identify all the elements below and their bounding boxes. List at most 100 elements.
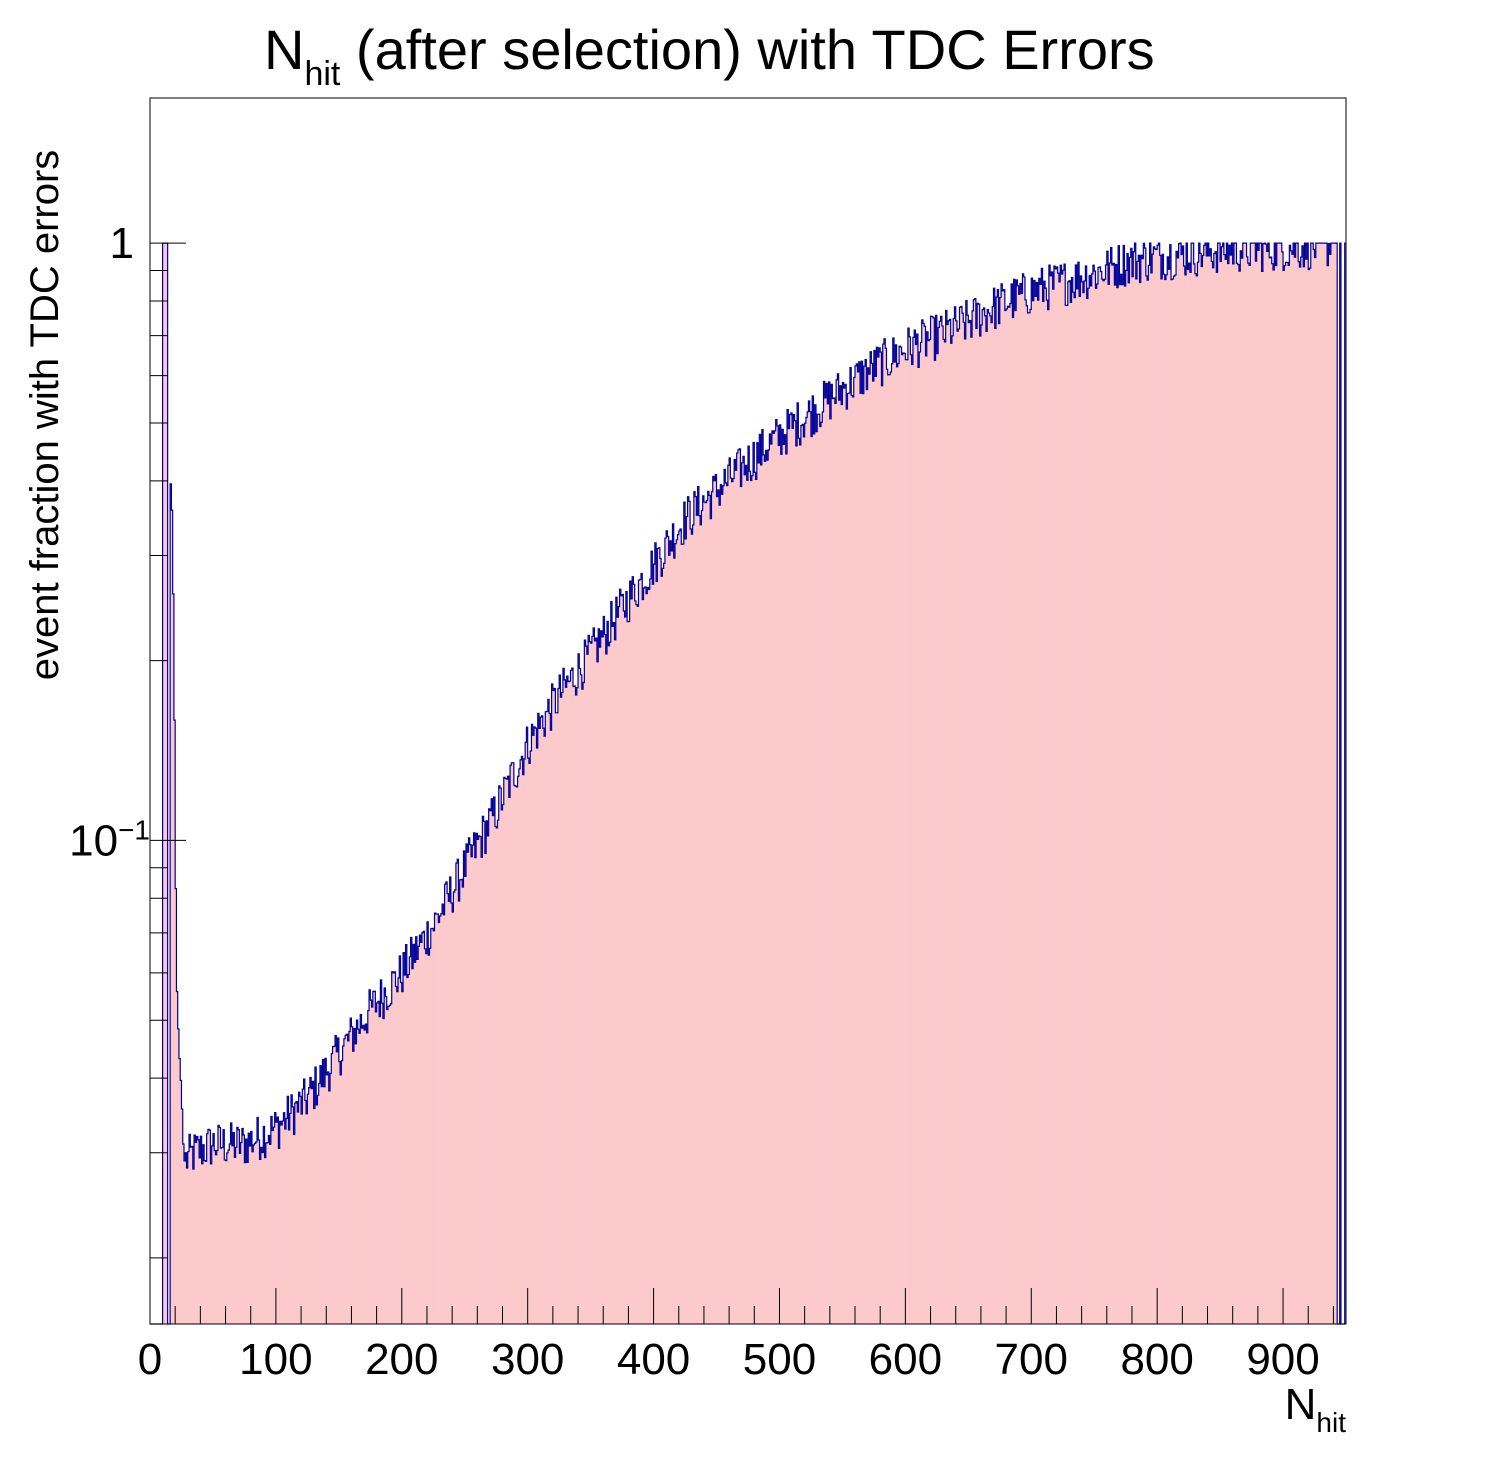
histogram-bar <box>314 1067 317 1324</box>
histogram-bar <box>1240 250 1242 1324</box>
histogram-bar <box>455 863 458 1324</box>
histogram-bar <box>481 857 483 1324</box>
histogram-bar <box>596 661 599 1324</box>
histogram-bar <box>375 1011 377 1324</box>
histogram-bar <box>912 337 915 1324</box>
histogram-bar <box>372 991 375 1324</box>
histogram-bar <box>998 323 1001 1324</box>
histogram-bar <box>454 889 457 1324</box>
histogram-bar <box>1099 266 1101 1324</box>
histogram-bar <box>1256 243 1259 1324</box>
histogram-bar <box>1231 243 1233 1324</box>
histogram-bar <box>474 857 477 1324</box>
histogram-bar <box>191 1146 194 1324</box>
histogram-bar <box>362 1025 365 1324</box>
histogram-bar <box>894 362 896 1324</box>
y-tick-label: 10−1 <box>69 814 150 865</box>
histogram-bar <box>317 1095 319 1324</box>
histogram-bar <box>1134 243 1137 1324</box>
histogram-bar <box>287 1096 289 1324</box>
histogram-bar <box>445 881 448 1324</box>
histogram-bar <box>192 1169 195 1324</box>
histogram-bar <box>717 490 720 1324</box>
histogram-bar <box>939 321 941 1325</box>
histogram-bar <box>890 371 892 1324</box>
histogram-bar <box>420 942 423 1324</box>
x-tick-label: 100 <box>239 1335 312 1384</box>
histogram-bar <box>562 668 565 1324</box>
histogram-bar <box>686 516 688 1324</box>
x-label-main: N <box>1285 1380 1317 1429</box>
histogram-bar <box>398 977 400 1324</box>
histogram-bar <box>468 837 471 1324</box>
histogram-bar <box>1108 284 1110 1324</box>
histogram-bar <box>268 1135 270 1324</box>
histogram-bar <box>1312 243 1314 1324</box>
histogram-bar <box>458 900 461 1324</box>
histogram-bar <box>730 478 732 1324</box>
histogram-bar <box>503 777 506 1324</box>
histogram-bar <box>972 310 974 1325</box>
histogram-bar <box>1317 243 1319 1324</box>
histogram-bar <box>1325 243 1328 1324</box>
histogram-bar <box>265 1143 268 1324</box>
histogram-bar <box>251 1151 254 1324</box>
histogram-bar <box>1140 255 1143 1324</box>
histogram-bar <box>604 634 607 1324</box>
x-tick-label: 400 <box>617 1335 690 1384</box>
histogram-bar <box>706 500 709 1324</box>
histogram-bar <box>552 690 555 1324</box>
histogram-bar <box>617 617 619 1324</box>
histogram-bar <box>950 343 953 1324</box>
histogram-bar <box>712 476 715 1324</box>
histogram-bar <box>741 462 744 1324</box>
histogram-bar <box>1017 285 1019 1324</box>
histogram-bar <box>515 786 517 1324</box>
histogram-bar <box>1158 243 1160 1324</box>
histogram-bar <box>1267 243 1270 1324</box>
histogram-bar <box>1072 292 1075 1324</box>
histogram-bar <box>1213 253 1216 1325</box>
histogram-bar <box>1105 264 1108 1324</box>
histogram-bar <box>722 485 725 1325</box>
histogram-bar <box>520 759 522 1324</box>
histogram-bar <box>550 730 552 1324</box>
histogram-bar <box>574 686 576 1324</box>
histogram-bar <box>327 1071 330 1324</box>
histogram-bar <box>1030 309 1032 1325</box>
histogram-bar <box>877 357 880 1324</box>
histogram-bar <box>1285 262 1288 1324</box>
histogram-bar <box>593 627 595 1324</box>
histogram-bar <box>1152 254 1154 1324</box>
histogram-bar <box>649 578 652 1324</box>
histogram-bar <box>567 681 570 1324</box>
histogram-bar <box>439 916 442 1324</box>
histogram-bar <box>1246 256 1249 1324</box>
histogram-bar <box>1259 243 1261 1324</box>
histogram-bar <box>829 418 832 1324</box>
histogram-bar <box>1045 288 1047 1325</box>
title-subscript: hit <box>304 55 340 93</box>
histogram-bar <box>259 1159 262 1324</box>
histogram-bar <box>1172 278 1174 1324</box>
histogram-fill-layer <box>162 243 1347 1325</box>
histogram-bar <box>560 697 562 1324</box>
histogram-bar <box>328 1090 331 1324</box>
histogram-bar <box>985 331 988 1324</box>
histogram-bar <box>1075 264 1077 1324</box>
histogram-bar <box>601 636 604 1324</box>
histogram-bar <box>797 402 799 1324</box>
histogram-bar <box>931 316 934 1324</box>
histogram-bar <box>1124 286 1126 1324</box>
histogram-bar <box>244 1162 246 1324</box>
histogram-bar <box>502 804 505 1324</box>
histogram-bar <box>479 836 482 1324</box>
histogram-bar <box>1042 301 1045 1325</box>
histogram-bar <box>323 1086 326 1324</box>
histogram-bar <box>532 735 535 1324</box>
histogram-bar <box>1139 282 1142 1325</box>
histogram-bar <box>1262 243 1265 1325</box>
histogram-bar <box>658 547 661 1324</box>
histogram-bar <box>871 363 873 1325</box>
x-axis-label: Nhit <box>1285 1380 1347 1438</box>
